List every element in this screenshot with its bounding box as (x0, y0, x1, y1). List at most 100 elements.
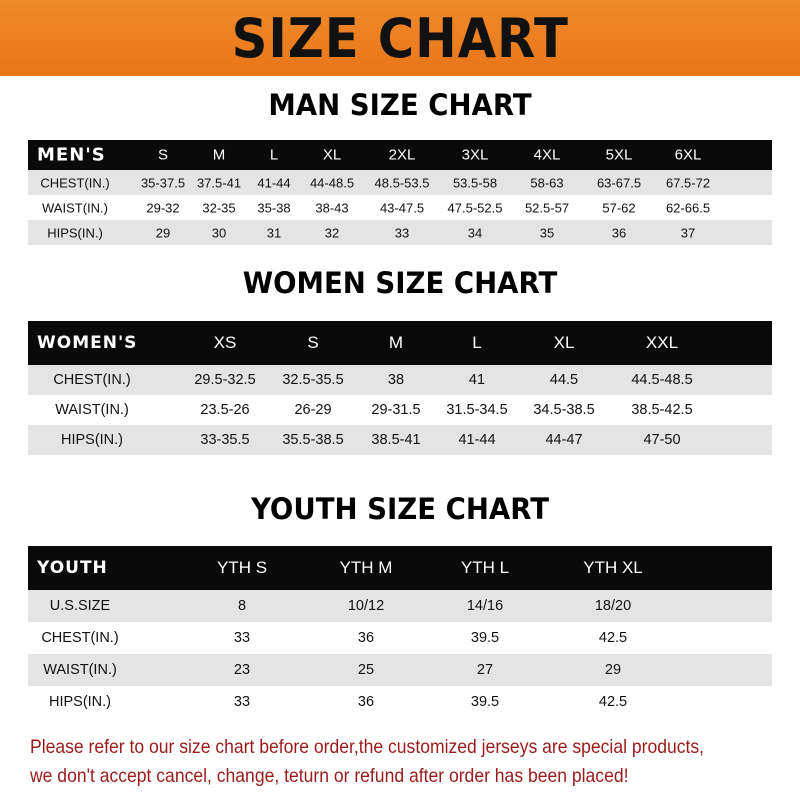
table-cell: S (157, 146, 169, 164)
row-label: HIPS(IN.) (48, 694, 112, 710)
table-cell: 18/20 (594, 598, 632, 614)
table-row: HIPS(IN.) 33 36 39.5 42.5 (28, 686, 772, 718)
table-cell: 41 (468, 372, 486, 388)
row-label: CHEST(IN.) (40, 175, 110, 190)
row-label: MEN'S (37, 144, 106, 166)
table-cell: 35.5-38.5 (282, 432, 344, 448)
table-cell: 42.5 (598, 694, 628, 710)
table-cell: 29.5-32.5 (194, 372, 256, 388)
row-label: YOUTH (37, 558, 108, 578)
youth-size-table: YOUTH YTH S YTH M YTH L YTH XL U.S.SIZE 8 10/12… (28, 546, 772, 718)
row-label: CHEST(IN.) (41, 630, 119, 646)
table-cell: 29 (604, 662, 622, 678)
table-cell: 39.5 (470, 694, 500, 710)
table-cell: 30 (211, 225, 227, 240)
table-cell: 32-35 (202, 200, 236, 215)
table-cell: 25 (357, 662, 375, 678)
table-cell: 36 (357, 630, 375, 646)
table-cell: 32.5-35.5 (282, 372, 344, 388)
note-line-1: Please refer to our size chart before or… (30, 736, 705, 758)
table-cell: 58-63 (530, 175, 564, 190)
table-cell: 42.5 (598, 630, 628, 646)
row-label: HIPS(IN.) (60, 432, 124, 448)
table-row: WAIST(IN.) 23.5-26 26-29 29-31.5 31.5-34.5 34… (28, 395, 772, 425)
table-cell: 47.5-52.5 (447, 200, 503, 215)
table-cell: 44-47 (545, 432, 583, 448)
table-cell: 33 (233, 694, 251, 710)
table-cell: YTH L (460, 558, 510, 577)
table-cell: YTH S (216, 558, 268, 577)
table-cell: 23.5-26 (200, 402, 250, 418)
table-cell: 32 (324, 225, 340, 240)
banner-title: SIZE CHART (231, 6, 569, 70)
table-cell: 41-44 (458, 432, 496, 448)
table-cell: 33 (233, 630, 251, 646)
table-cell: YTH XL (583, 558, 643, 577)
table-cell: 39.5 (470, 630, 500, 646)
table-cell: 48.5-53.5 (374, 175, 430, 190)
table-cell: M (212, 146, 226, 164)
table-cell: 62-66.5 (665, 200, 711, 215)
table-cell: 33-35.5 (200, 432, 250, 448)
table-cell: 5XL (605, 146, 633, 164)
table-cell: 36 (611, 225, 627, 240)
table-row: CHEST(IN.) 29.5-32.5 32.5-35.5 38 41 44.5 44.5… (28, 365, 772, 395)
table-cell: 36 (357, 694, 375, 710)
table-cell: 34 (467, 225, 483, 240)
table-cell: L (472, 333, 482, 352)
row-label: WAIST(IN.) (42, 200, 108, 215)
table-cell: YTH M (339, 558, 393, 577)
table-cell: 37.5-41 (196, 175, 242, 190)
youth-title: YOUTH SIZE CHART (250, 492, 550, 526)
women-title: WOMEN SIZE CHART (242, 266, 558, 300)
table-cell: 37 (680, 225, 696, 240)
table-cell: 38.5-41 (371, 432, 421, 448)
table-cell: 35-38 (257, 200, 291, 215)
table-cell: 10/12 (347, 598, 385, 614)
table-cell: 44-48.5 (309, 175, 355, 190)
header-row: MEN'S S M L XL 2XL 3XL 4XL 5XL 6XL (28, 140, 772, 170)
table-cell: 53.5-58 (452, 175, 498, 190)
row-label: WAIST(IN.) (43, 662, 117, 678)
table-cell: 44.5-48.5 (631, 372, 693, 388)
table-cell: 23 (233, 662, 251, 678)
table-cell: M (388, 333, 404, 352)
table-cell: XS (213, 333, 237, 352)
table-cell: 29-31.5 (371, 402, 421, 418)
table-cell: 63-67.5 (596, 175, 642, 190)
table-cell: 57-62 (602, 200, 636, 215)
table-cell: S (307, 333, 319, 352)
table-cell: 4XL (533, 146, 561, 164)
banner: SIZE CHART (0, 0, 800, 76)
table-row: U.S.SIZE 8 10/12 14/16 18/20 (28, 590, 772, 622)
table-cell: 33 (394, 225, 410, 240)
table-cell: 44.5 (549, 372, 579, 388)
table-cell: 43-47.5 (379, 200, 425, 215)
row-label: WOMEN'S (37, 333, 138, 353)
table-cell: 26-29 (294, 402, 332, 418)
table-cell: 47-50 (643, 432, 681, 448)
header-row: WOMEN'S XS S M L XL XXL (28, 321, 772, 365)
table-cell: 38.5-42.5 (631, 402, 693, 418)
table-row: CHEST(IN.) 35-37.5 37.5-41 41-44 44-48.5 48.5… (28, 170, 772, 195)
row-label: HIPS(IN.) (47, 225, 103, 240)
table-cell: 6XL (674, 146, 702, 164)
table-cell: 31 (266, 225, 282, 240)
table-row: WAIST(IN.) 29-32 32-35 35-38 38-43 43-47.5 47.… (28, 195, 772, 220)
table-cell: 41-44 (257, 175, 291, 190)
table-cell: XL (553, 333, 575, 352)
table-cell: L (269, 146, 279, 164)
table-cell: 2XL (388, 146, 416, 164)
table-cell: 14/16 (466, 598, 504, 614)
table-cell: 31.5-34.5 (446, 402, 508, 418)
table-row: HIPS(IN.) 33-35.5 35.5-38.5 38.5-41 41-44 44-… (28, 425, 772, 455)
table-row: HIPS(IN.) 29 30 31 32 33 34 35 36 37 (28, 220, 772, 245)
table-cell: 35-37.5 (140, 175, 186, 190)
table-row: WAIST(IN.) 23 25 27 29 (28, 654, 772, 686)
table-cell: 38-43 (315, 200, 349, 215)
table-cell: 29 (155, 225, 171, 240)
note-line-2: we don't accept cancel, change, teturn o… (30, 765, 629, 787)
women-size-table: WOMEN'S XS S M L XL XXL CHEST(IN.) 29.5-32.5 32.5… (28, 321, 772, 455)
table-cell: 38 (387, 372, 405, 388)
men-size-table: MEN'S S M L XL 2XL 3XL 4XL 5XL 6XL CHEST(IN.) 35-37… (28, 140, 772, 245)
